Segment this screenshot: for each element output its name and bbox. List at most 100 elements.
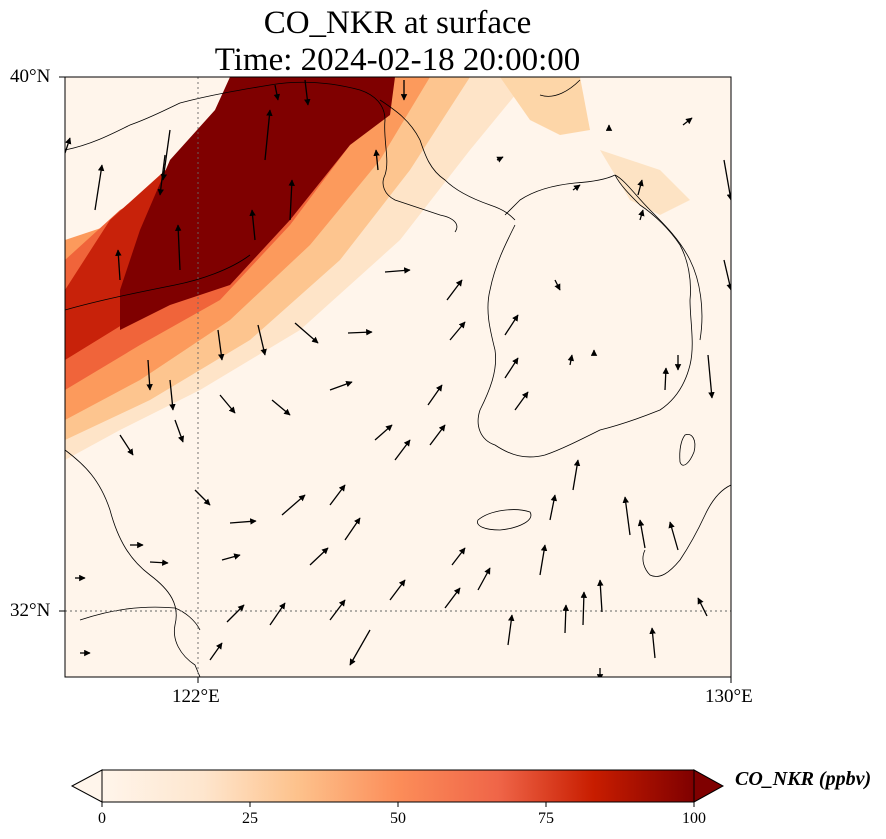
wind-arrow xyxy=(477,567,491,591)
korea-east-coast xyxy=(614,174,703,341)
lon-label-130e: 130°E xyxy=(705,686,753,707)
wind-arrow xyxy=(219,394,236,414)
lat-label-32n: 32°N xyxy=(10,600,51,621)
wind-arrow xyxy=(288,179,295,221)
russia-coast xyxy=(539,79,581,97)
wind-arrow xyxy=(304,79,311,106)
wind-arrow xyxy=(496,156,504,163)
concentration-band-7 xyxy=(600,150,690,215)
wind-arrow xyxy=(281,494,306,516)
wind-arrow xyxy=(572,184,581,192)
wind-arrow xyxy=(264,109,273,161)
wind-arrow xyxy=(329,599,346,621)
north-korea-border xyxy=(504,174,616,216)
colorbar xyxy=(70,769,725,807)
wind-arrow xyxy=(160,129,171,181)
yangtze-estuary xyxy=(79,606,201,631)
wind-arrow xyxy=(622,496,631,536)
wind-arrow xyxy=(65,137,72,154)
wind-arrow xyxy=(549,494,558,521)
wind-arrow xyxy=(444,587,461,609)
colorbar-min-extend xyxy=(70,769,103,803)
wind-arrow xyxy=(294,322,319,344)
wind-arrow xyxy=(309,547,329,566)
wind-arrow xyxy=(597,579,604,613)
map-title-variable: CO_NKR at surface xyxy=(263,5,532,41)
china-coast-north xyxy=(65,81,458,233)
wind-arrow xyxy=(344,517,361,541)
wind-arrow xyxy=(329,380,353,391)
wind-arrow xyxy=(707,354,715,399)
colorbar-tick-0: 0 xyxy=(98,810,106,827)
wind-arrow xyxy=(514,391,529,411)
wind-arrow xyxy=(427,384,443,406)
colorbar-tick-75: 75 xyxy=(538,810,554,827)
wind-arrow xyxy=(373,149,380,171)
wind-arrow xyxy=(662,367,669,391)
wind-arrow xyxy=(638,209,645,221)
wind-arrow xyxy=(580,591,588,626)
wind-arrow xyxy=(554,279,561,291)
wind-arrow xyxy=(637,519,646,549)
china-coast-south xyxy=(65,449,201,677)
wind-arrow xyxy=(149,559,169,566)
colorbar-ticks xyxy=(101,802,695,807)
coastlines xyxy=(65,79,731,677)
japan-kyushu xyxy=(642,484,731,577)
wind-arrow xyxy=(449,321,466,341)
wind-arrow xyxy=(539,544,548,576)
wind-arrow xyxy=(226,604,245,623)
wind-arrow xyxy=(446,279,463,301)
colorbar-tick-50: 50 xyxy=(390,810,406,827)
co-concentration-field xyxy=(65,77,690,460)
wind-arrow xyxy=(572,459,581,491)
colorbar-label: CO_NKR (ppbv) xyxy=(735,768,872,790)
wind-arrow xyxy=(668,521,679,551)
wind-arrow xyxy=(194,489,211,506)
wind-arrow xyxy=(723,159,731,201)
wind-arrow xyxy=(209,642,223,661)
wind-arrow xyxy=(146,359,153,391)
map-ticks xyxy=(59,76,732,683)
wind-arrow xyxy=(169,379,176,411)
wind-arrow xyxy=(347,328,373,336)
graticule xyxy=(65,77,731,677)
wind-arrow xyxy=(507,614,515,646)
tsushima-island xyxy=(679,433,696,466)
jeju-island xyxy=(477,509,532,531)
colorbar-tick-25: 25 xyxy=(242,810,258,827)
wind-arrow xyxy=(637,179,644,196)
wind-arrow xyxy=(273,84,281,101)
wind-arrow xyxy=(249,209,256,241)
colorbar-tick-100: 100 xyxy=(682,810,706,827)
map-frame xyxy=(64,76,732,678)
wind-arrow xyxy=(257,324,267,356)
wind-arrow xyxy=(504,357,519,379)
wind-arrow xyxy=(504,314,519,336)
wind-arrow xyxy=(221,553,241,561)
wind-arrow xyxy=(94,164,105,211)
map-title-time: Time: 2024-02-18 20:00:00 xyxy=(214,42,581,78)
wind-arrow xyxy=(374,424,393,441)
wind-arrow xyxy=(174,419,185,443)
shandong-coast xyxy=(65,254,251,311)
wind-arrow xyxy=(119,434,134,456)
liaodong-peninsula xyxy=(379,99,516,221)
concentration-band-5 xyxy=(120,77,395,330)
wind-arrow xyxy=(217,329,225,361)
wind-arrow xyxy=(394,439,411,461)
wind-arrow xyxy=(157,154,166,196)
colorbar-gradient xyxy=(102,770,694,802)
wind-arrow xyxy=(429,424,446,446)
wind-arrow xyxy=(349,629,371,666)
wind-vectors xyxy=(65,79,731,677)
lat-label-40n: 40°N xyxy=(10,66,51,87)
wind-arrow xyxy=(723,259,731,291)
wind-arrow xyxy=(229,518,257,525)
map-plot-area xyxy=(65,77,731,677)
colorbar-max-extend xyxy=(693,769,725,803)
wind-arrow xyxy=(115,249,122,281)
wind-arrow xyxy=(567,354,575,366)
wind-arrow xyxy=(384,267,411,274)
wind-arrow xyxy=(562,604,570,634)
